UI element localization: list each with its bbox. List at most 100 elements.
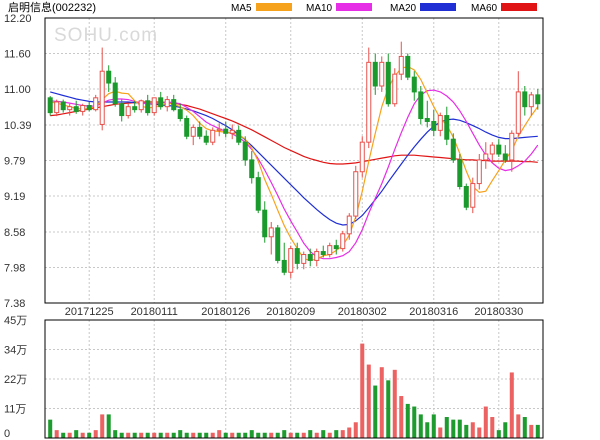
volume-bar — [425, 422, 430, 438]
candle-body-up — [346, 215, 352, 235]
volume-bar — [184, 432, 189, 438]
candle-body-down — [106, 70, 112, 84]
candle-body-down — [307, 254, 313, 261]
volume-bar — [457, 419, 462, 438]
candle — [450, 133, 456, 163]
volume-bar — [477, 427, 482, 438]
candle — [366, 47, 372, 149]
candle-body-down — [197, 126, 203, 137]
candle-body-down — [112, 82, 118, 105]
candle — [392, 68, 398, 107]
volume-tick-label: 11万 — [4, 404, 26, 416]
candle — [242, 136, 248, 166]
candle-body-down — [223, 128, 229, 134]
volume-bar — [431, 414, 436, 438]
candle — [151, 97, 157, 116]
candle-body-up — [509, 132, 515, 161]
volume-bar — [347, 427, 352, 438]
candle — [236, 125, 242, 146]
volume-bar — [327, 432, 332, 438]
candle-body-down — [177, 109, 183, 120]
volume-bar — [334, 430, 339, 438]
candle-body-down — [522, 91, 528, 108]
volume-axis: 45万 34万 22万 11万 0 — [4, 315, 27, 440]
candle — [216, 123, 222, 137]
legend-label-ma20: MA20 — [390, 3, 417, 14]
candle-body-up — [359, 141, 365, 173]
candle — [145, 94, 151, 116]
volume-bar — [210, 432, 215, 438]
candle-body-up — [379, 61, 385, 87]
volume-bar — [386, 380, 391, 438]
candle — [177, 103, 183, 122]
ma-legend: MA5 MA10 MA20 MA60 — [231, 3, 537, 14]
candle — [229, 124, 235, 140]
candle — [93, 94, 99, 112]
candle — [515, 71, 521, 137]
volume-bar — [93, 430, 98, 438]
legend-label-ma60: MA60 — [471, 3, 498, 14]
volume-bar — [321, 430, 326, 438]
candle — [60, 99, 66, 113]
date-tick-label: 20180209 — [266, 306, 315, 318]
date-tick-label: 20180330 — [474, 306, 523, 318]
volume-bar — [295, 432, 300, 438]
candle — [86, 101, 92, 112]
legend-label-ma5: MA5 — [231, 3, 252, 14]
candle — [203, 130, 209, 146]
candle-body-up — [353, 171, 359, 217]
legend-swatch-ma5 — [256, 3, 292, 11]
candle — [483, 142, 489, 169]
candle-body-up — [138, 100, 144, 111]
candle-body-down — [236, 129, 242, 143]
volume-bar — [197, 432, 202, 438]
volume-bar — [119, 432, 124, 438]
volume-bar — [288, 432, 293, 438]
volume-bar — [301, 432, 306, 438]
candle — [385, 53, 391, 107]
candle — [489, 142, 495, 163]
volume-bar — [340, 430, 345, 438]
candle-body-down — [431, 120, 437, 131]
candle — [73, 100, 79, 114]
volume-bar — [126, 432, 131, 438]
volume-bar — [509, 372, 514, 438]
candle-body-down — [255, 177, 261, 211]
candle-body-up — [80, 105, 86, 112]
volume-bar — [353, 422, 358, 438]
price-axis: 12.20 11.60 11.00 10.39 9.79 9.19 8.58 7.98 7.38 — [4, 13, 32, 310]
candle — [346, 213, 352, 240]
candle — [171, 94, 177, 112]
candle-body-down — [249, 159, 255, 179]
volume-bar — [54, 430, 59, 438]
volume-bar — [113, 430, 118, 438]
candle — [353, 165, 359, 220]
volume-bar — [106, 414, 111, 438]
candle — [184, 115, 190, 140]
price-panel-frame — [44, 17, 544, 304]
candle — [80, 103, 86, 116]
volume-grid — [45, 320, 543, 438]
candle — [340, 230, 346, 252]
candle-body-down — [385, 61, 391, 105]
candle — [333, 239, 339, 255]
candle — [457, 153, 463, 190]
candle-body-down — [496, 144, 502, 155]
candle-body-up — [515, 91, 521, 134]
candle — [249, 151, 255, 184]
candle-body-up — [483, 153, 489, 161]
volume-bar — [243, 432, 248, 438]
candle — [320, 245, 326, 258]
volume-bar — [204, 432, 209, 438]
candle-body-up — [340, 233, 346, 250]
candle — [411, 71, 417, 101]
price-tick-label: 9.79 — [4, 156, 25, 168]
price-tick-label: 9.19 — [4, 191, 25, 203]
candle — [437, 112, 443, 137]
candle-body-down — [320, 251, 326, 256]
volume-tick-label: 22万 — [4, 374, 27, 386]
volume-bar — [145, 432, 150, 438]
volume-bar — [535, 424, 540, 438]
candle-body-down — [73, 106, 79, 112]
candle-body-up — [190, 126, 196, 137]
